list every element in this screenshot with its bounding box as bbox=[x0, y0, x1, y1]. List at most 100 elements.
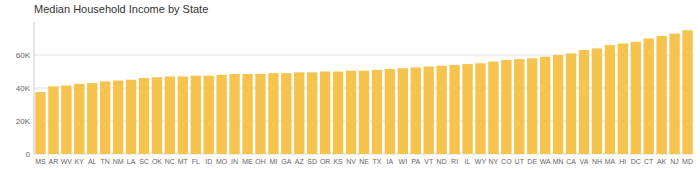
x-tick-label: IN bbox=[231, 158, 238, 165]
x-tick-label: TX bbox=[372, 158, 381, 165]
x-tick-label: AR bbox=[49, 158, 59, 165]
bar bbox=[242, 74, 252, 154]
bar bbox=[294, 72, 304, 154]
x-tick-label: NE bbox=[359, 158, 369, 165]
bar bbox=[48, 86, 58, 154]
bar bbox=[527, 58, 537, 154]
x-tick-label: AK bbox=[657, 158, 667, 165]
y-axis-line bbox=[34, 22, 35, 154]
bar bbox=[398, 68, 408, 154]
bar bbox=[501, 60, 511, 154]
bar bbox=[579, 50, 589, 154]
x-tick-label: ND bbox=[437, 158, 447, 165]
bar bbox=[268, 73, 278, 154]
x-tick-label: NJ bbox=[670, 158, 679, 165]
bar bbox=[411, 67, 421, 154]
bar bbox=[553, 55, 563, 154]
x-tick-label: MS bbox=[35, 158, 46, 165]
x-tick-label: WI bbox=[399, 158, 408, 165]
bar bbox=[255, 74, 265, 154]
bar bbox=[165, 76, 175, 154]
x-tick-label: AL bbox=[88, 158, 97, 165]
bar bbox=[592, 48, 602, 154]
x-tick-label: MA bbox=[605, 158, 616, 165]
bar bbox=[100, 81, 110, 154]
bar bbox=[540, 57, 550, 154]
x-tick-label: CA bbox=[566, 158, 576, 165]
x-tick-label: AZ bbox=[295, 158, 305, 165]
bar bbox=[346, 71, 356, 154]
bar bbox=[372, 70, 382, 154]
bar bbox=[475, 63, 485, 154]
x-tick-label: NH bbox=[592, 158, 602, 165]
x-tick-label: KY bbox=[75, 158, 85, 165]
bar bbox=[566, 53, 576, 154]
x-tick-label: NM bbox=[113, 158, 124, 165]
x-tick-label: NC bbox=[165, 158, 175, 165]
bar bbox=[488, 62, 498, 154]
bar bbox=[449, 65, 459, 154]
bar bbox=[61, 86, 71, 154]
x-tick-label: IL bbox=[465, 158, 471, 165]
x-tick-label: CT bbox=[644, 158, 654, 165]
bar bbox=[424, 67, 434, 154]
x-tick-label: MD bbox=[682, 158, 693, 165]
x-tick-label: SC bbox=[139, 158, 149, 165]
y-tick-label: 60K bbox=[16, 51, 31, 60]
x-tick-label: GA bbox=[281, 158, 291, 165]
x-tick-label: UT bbox=[515, 158, 525, 165]
bar bbox=[644, 39, 654, 155]
x-tick-label: PA bbox=[411, 158, 420, 165]
x-tick-label: DC bbox=[631, 158, 641, 165]
x-tick-label: LA bbox=[127, 158, 136, 165]
y-tick-label: 20K bbox=[16, 117, 31, 126]
x-tick-label: DE bbox=[527, 158, 537, 165]
bars bbox=[35, 30, 692, 154]
bar bbox=[462, 64, 472, 154]
bar bbox=[139, 78, 149, 154]
bar bbox=[359, 71, 369, 154]
x-tick-label: RI bbox=[451, 158, 458, 165]
bar bbox=[605, 45, 615, 154]
chart-title: Median Household Income by State bbox=[34, 3, 208, 15]
x-tick-label: ME bbox=[242, 158, 253, 165]
bar bbox=[178, 76, 188, 154]
x-tick-label: CO bbox=[501, 158, 512, 165]
bar bbox=[152, 77, 162, 154]
bar bbox=[333, 72, 343, 155]
x-tick-label: NY bbox=[489, 158, 499, 165]
y-tick-label: 0 bbox=[26, 150, 31, 159]
bar bbox=[204, 76, 214, 154]
y-tick-label: 40K bbox=[16, 84, 31, 93]
x-tick-label: VA bbox=[580, 158, 589, 165]
bar bbox=[281, 73, 291, 154]
chart-svg: Median Household Income by State 0 20K 40K 6… bbox=[0, 0, 700, 170]
bar bbox=[113, 81, 123, 154]
x-tick-label: OK bbox=[152, 158, 162, 165]
x-tick-label: WY bbox=[475, 158, 487, 165]
bar bbox=[618, 43, 628, 154]
bar bbox=[87, 83, 97, 154]
x-tick-label: VT bbox=[424, 158, 434, 165]
x-tick-label: MT bbox=[178, 158, 189, 165]
bar bbox=[436, 66, 446, 154]
x-tick-label: MI bbox=[270, 158, 278, 165]
bar bbox=[229, 74, 239, 154]
bar bbox=[74, 84, 84, 154]
bar bbox=[216, 75, 226, 154]
x-tick-label: OH bbox=[255, 158, 266, 165]
x-tick-label: IA bbox=[387, 158, 394, 165]
bar bbox=[320, 72, 330, 155]
chart-container: Median Household Income by State 0 20K 40K 6… bbox=[0, 0, 700, 170]
bar bbox=[385, 69, 395, 154]
x-tick-label: ID bbox=[205, 158, 212, 165]
bar bbox=[35, 92, 45, 154]
x-tick-label: WV bbox=[61, 158, 73, 165]
bar bbox=[656, 36, 666, 154]
x-tick-label: NV bbox=[346, 158, 356, 165]
bar bbox=[126, 80, 136, 154]
x-tick-label: OR bbox=[320, 158, 331, 165]
bar bbox=[669, 34, 679, 154]
x-tick-label: MO bbox=[216, 158, 228, 165]
bar bbox=[307, 72, 317, 154]
